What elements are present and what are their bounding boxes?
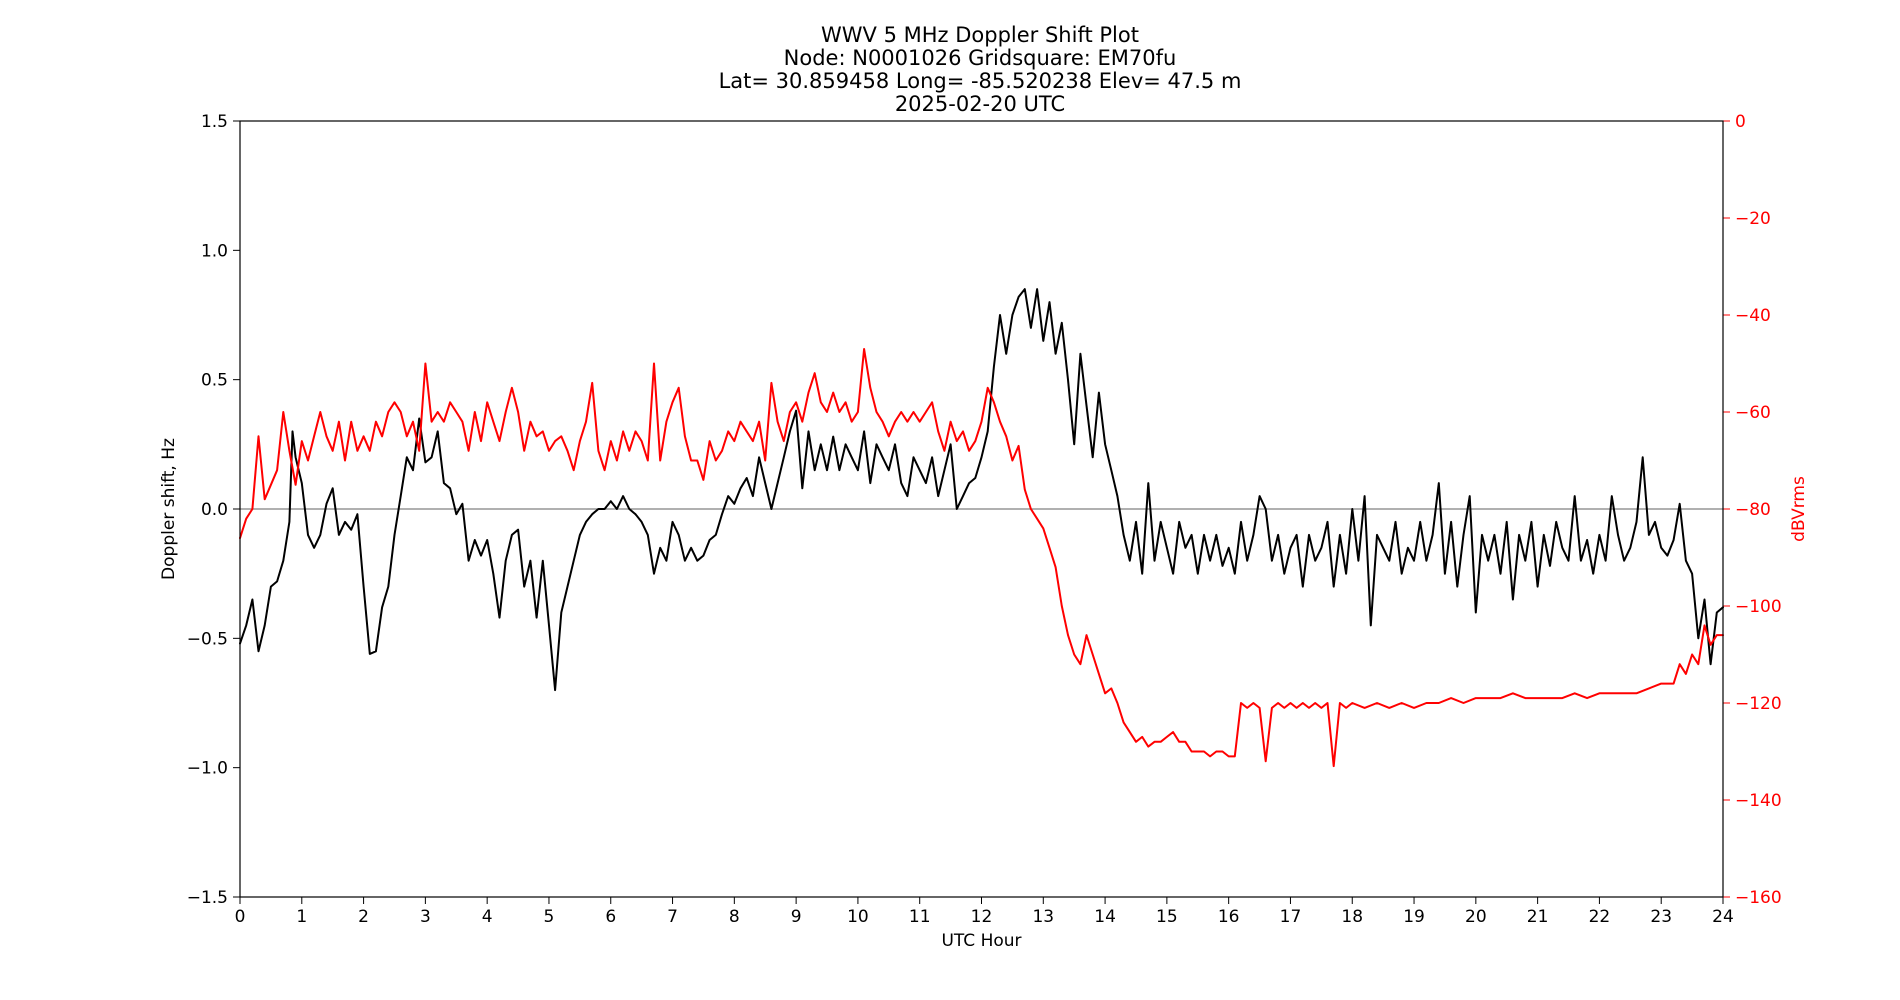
x-tick-label: 22 xyxy=(1589,907,1611,927)
right-tick-label: −80 xyxy=(1735,500,1771,520)
right-tick-label: −20 xyxy=(1735,209,1771,229)
signal-level-series-line xyxy=(239,348,1724,768)
plot-frame xyxy=(239,120,1724,898)
right-tick-label: −40 xyxy=(1735,306,1771,326)
chart-title: WWV 5 MHz Doppler Shift Plot Node: N0001… xyxy=(719,23,1242,116)
title-line-1: WWV 5 MHz Doppler Shift Plot xyxy=(821,23,1139,47)
x-axis-label: UTC Hour xyxy=(941,931,1021,951)
x-tick-label: 21 xyxy=(1527,907,1549,927)
x-tick-label: 16 xyxy=(1218,907,1240,927)
doppler-shift-series-line xyxy=(239,288,1724,692)
x-tick-label: 10 xyxy=(847,907,869,927)
x-tick-label: 18 xyxy=(1341,907,1363,927)
x-tick-label: 8 xyxy=(729,907,740,927)
x-tick-label: 11 xyxy=(909,907,931,927)
title-line-3: Lat= 30.859458 Long= -85.520238 Elev= 47… xyxy=(719,69,1242,93)
x-tick-label: 9 xyxy=(791,907,802,927)
left-y-axis-label: Doppler shift, Hz xyxy=(159,438,179,580)
x-tick-label: 23 xyxy=(1650,907,1672,927)
right-y-axis: 0 −20 −40 −60 −80 −100 −120 −140 −160 xyxy=(1723,112,1782,908)
right-tick-label: −120 xyxy=(1735,694,1782,714)
right-tick-label: −100 xyxy=(1735,597,1782,617)
x-tick-label: 6 xyxy=(605,907,616,927)
right-tick-label: 0 xyxy=(1735,112,1746,132)
x-tick-label: 0 xyxy=(235,907,246,927)
x-tick-label: 7 xyxy=(667,907,678,927)
x-tick-label: 14 xyxy=(1094,907,1116,927)
right-tick-label: −60 xyxy=(1735,403,1771,423)
x-tick-label: 4 xyxy=(482,907,493,927)
series-layer xyxy=(239,288,1724,768)
x-tick-label: 12 xyxy=(971,907,993,927)
x-tick-label: 13 xyxy=(1032,907,1054,927)
title-line-4: 2025-02-20 UTC xyxy=(895,92,1065,116)
left-tick-label: 0.5 xyxy=(201,371,228,391)
left-tick-label: 1.0 xyxy=(201,241,228,261)
left-tick-label: −1.0 xyxy=(187,759,228,779)
title-line-2: Node: N0001026 Gridsquare: EM70fu xyxy=(784,46,1177,70)
x-tick-label: 17 xyxy=(1280,907,1302,927)
right-tick-label: −160 xyxy=(1735,888,1782,908)
x-tick-label: 5 xyxy=(544,907,555,927)
x-tick-label: 20 xyxy=(1465,907,1487,927)
x-tick-label: 19 xyxy=(1403,907,1425,927)
left-y-axis: 1.5 1.0 0.5 0.0 −0.5 −1.0 −1.5 xyxy=(187,112,240,908)
left-tick-label: −0.5 xyxy=(187,629,228,649)
right-y-axis-label: dBVrms xyxy=(1789,476,1809,542)
right-tick-label: −140 xyxy=(1735,791,1782,811)
x-tick-label: 3 xyxy=(420,907,431,927)
x-tick-label: 1 xyxy=(296,907,307,927)
left-tick-label: 0.0 xyxy=(201,500,228,520)
x-axis: 0 1 2 3 4 5 6 7 8 9 10 11 12 13 14 15 16 17 18 19 20 21 22 23 24 xyxy=(235,897,1734,927)
left-tick-label: 1.5 xyxy=(201,112,228,132)
x-tick-label: 24 xyxy=(1712,907,1734,927)
x-tick-label: 15 xyxy=(1156,907,1178,927)
left-tick-label: −1.5 xyxy=(187,888,228,908)
x-tick-label: 2 xyxy=(358,907,369,927)
